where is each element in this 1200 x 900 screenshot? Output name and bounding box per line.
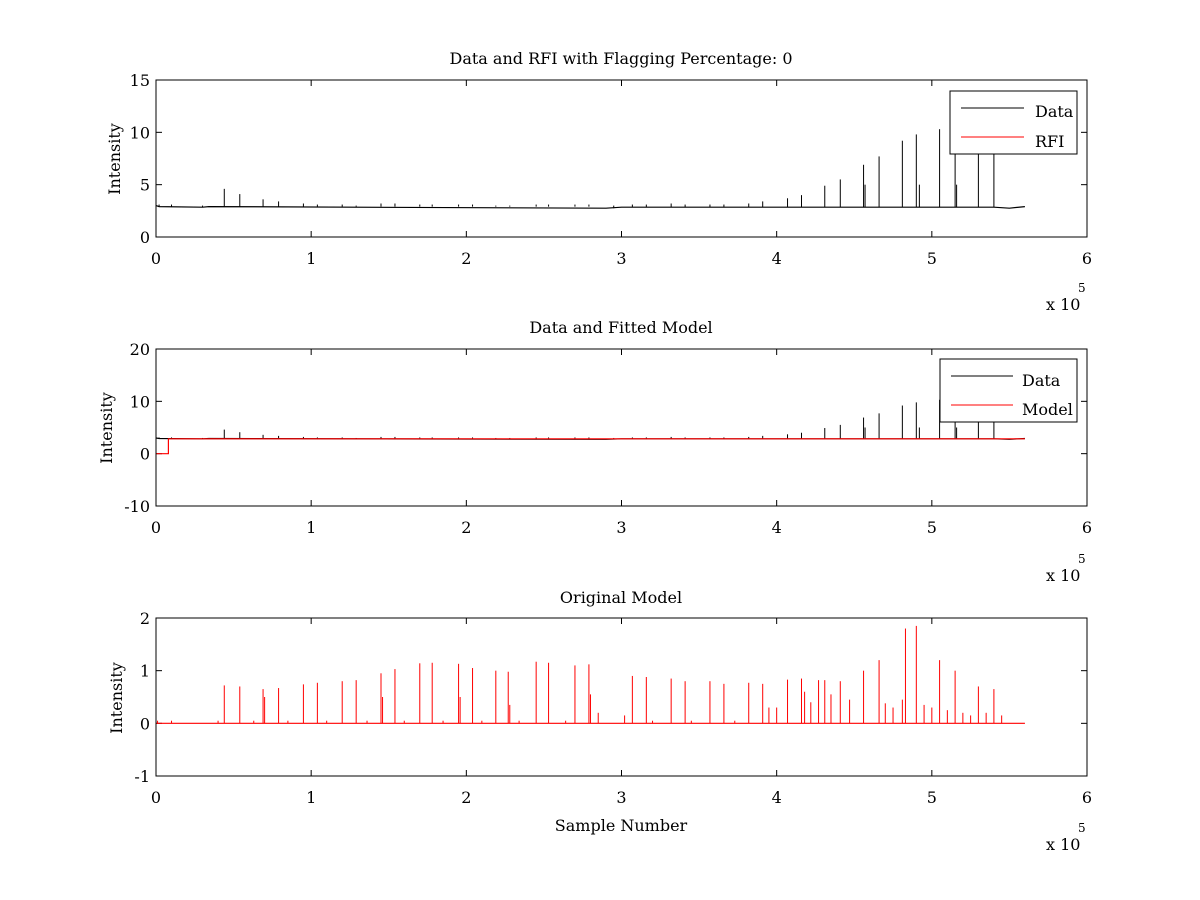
y-tick-label: 20 — [130, 340, 150, 359]
series-marks — [156, 625, 1025, 724]
x-tick-label: 5 — [927, 518, 937, 537]
x-multiplier-base: x 10 — [1046, 295, 1080, 314]
y-tick-label: 0 — [140, 714, 150, 733]
panel-title: Data and Fitted Model — [529, 318, 712, 337]
x-tick-label: 4 — [772, 788, 782, 807]
series-marks — [155, 385, 1025, 455]
x-multiplier-exponent: 5 — [1078, 821, 1086, 835]
x-multiplier-exponent: 5 — [1078, 281, 1086, 295]
data-baseline-line — [155, 205, 1025, 209]
panel-title: Original Model — [560, 588, 682, 607]
x-tick-label: 0 — [151, 788, 161, 807]
x-tick-label: 4 — [772, 249, 782, 268]
x-multiplier: x 10 5 — [1046, 821, 1086, 854]
panel-data-rfi: Data and RFI with Flagging Percentage: 0… — [105, 49, 1092, 314]
x-tick-label: 1 — [306, 249, 316, 268]
x-multiplier-exponent: 5 — [1078, 552, 1086, 566]
x-tick-label: 6 — [1082, 788, 1092, 807]
legend-box — [949, 90, 1078, 155]
x-tick-label: 2 — [461, 788, 471, 807]
x-multiplier: x 10 5 — [1046, 552, 1086, 585]
y-tick-label: 1 — [140, 662, 150, 681]
x-multiplier-base: x 10 — [1046, 566, 1080, 585]
x-multiplier-base: x 10 — [1046, 835, 1080, 854]
legend-label-model: Model — [1022, 400, 1073, 419]
model-line — [156, 438, 1025, 455]
y-tick-label: -10 — [124, 497, 150, 516]
legend: Data Model — [939, 358, 1078, 423]
legend: Data RFI — [949, 90, 1078, 155]
y-tick-label: 5 — [140, 176, 150, 195]
x-tick-label: 6 — [1082, 518, 1092, 537]
plot-frame — [155, 617, 1088, 777]
legend-label-data: Data — [1022, 371, 1061, 390]
y-axis-label: Intensity — [105, 123, 124, 195]
x-tick-label: 0 — [151, 249, 161, 268]
y-axis-label: Intensity — [107, 662, 126, 734]
y-tick-label: 2 — [140, 609, 150, 628]
x-tick-label: 1 — [306, 788, 316, 807]
plot-frame — [155, 79, 1088, 238]
y-axis-label: Intensity — [97, 392, 116, 464]
x-tick-label: 5 — [927, 788, 937, 807]
x-tick-label: 2 — [461, 249, 471, 268]
x-tick-label: 2 — [461, 518, 471, 537]
y-tick-label: 10 — [130, 123, 150, 142]
x-tick-label: 3 — [616, 518, 626, 537]
x-axis-label: Sample Number — [555, 816, 688, 835]
x-tick-label: 5 — [927, 249, 937, 268]
legend-box — [939, 358, 1078, 423]
panel-title: Data and RFI with Flagging Percentage: 0 — [449, 49, 792, 68]
x-tick-label: 3 — [616, 788, 626, 807]
x-tick-label: 0 — [151, 518, 161, 537]
y-tick-label: -1 — [134, 767, 150, 786]
x-tick-label: 6 — [1082, 249, 1092, 268]
x-multiplier: x 10 5 — [1046, 281, 1086, 314]
legend-label-data: Data — [1035, 102, 1074, 121]
plot-frame — [155, 348, 1088, 507]
y-tick-label: 0 — [140, 228, 150, 247]
y-tick-label: 15 — [130, 71, 150, 90]
x-tick-label: 3 — [616, 249, 626, 268]
y-tick-label: 0 — [140, 445, 150, 464]
x-tick-label: 1 — [306, 518, 316, 537]
y-tick-label: 10 — [130, 392, 150, 411]
x-tick-label: 4 — [772, 518, 782, 537]
panel-data-fitted-model: Data and Fitted Model Intensity 0 1 2 3 4 5 6 -… — [97, 318, 1092, 585]
legend-label-rfi: RFI — [1035, 132, 1064, 151]
